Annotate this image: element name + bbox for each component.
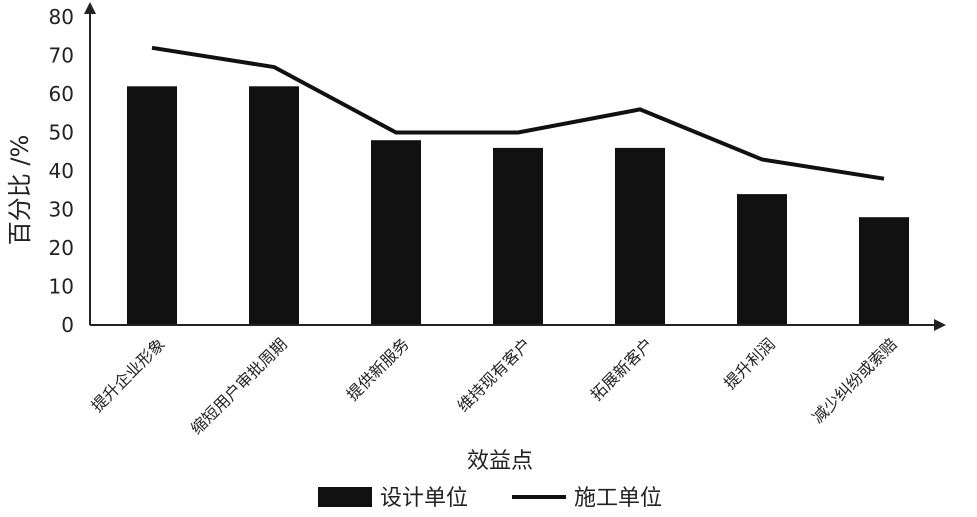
y-tick-label: 0: [61, 313, 74, 337]
bar-4: [615, 147, 665, 325]
y-tick-label: 70: [49, 44, 74, 68]
y-axis-label: 百分比 /%: [6, 135, 34, 246]
y-tick-label: 80: [49, 5, 74, 29]
bar-5: [737, 194, 787, 325]
x-tick-label: 减少纠纷或索赔: [808, 334, 901, 427]
line-path: [151, 45, 885, 181]
x-tick-label: 维持现有客户: [454, 334, 535, 415]
x-tick-label: 提升利润: [720, 334, 779, 393]
bar-1: [249, 86, 299, 325]
x-tick-label: 拓展新客户: [587, 334, 657, 404]
y-tick-label: 50: [49, 121, 74, 145]
bar-3: [493, 147, 543, 325]
legend: 设计单位 施工单位: [318, 486, 662, 511]
legend-label-bar: 设计单位: [380, 486, 468, 511]
y-tick-label: 30: [49, 198, 74, 222]
y-tick-label: 20: [49, 236, 74, 260]
y-tick-labels: 0 10 20 30 40 50 60 70 80: [49, 5, 74, 337]
bar-0: [127, 86, 177, 325]
legend-label-line: 施工单位: [574, 486, 662, 511]
y-axis-arrow: [84, 2, 96, 14]
bars: [127, 86, 909, 325]
bar-6: [859, 217, 909, 325]
x-tick-label: 缩短用户审批周期: [187, 334, 291, 438]
bar-2: [371, 140, 421, 325]
y-tick-label: 10: [49, 275, 74, 299]
x-axis-arrow: [934, 319, 946, 331]
legend-swatch-bar: [318, 487, 372, 507]
x-tick-label: 提升企业形象: [88, 334, 169, 415]
line-series: [151, 45, 885, 181]
x-axis-label: 效益点: [467, 449, 533, 474]
x-tick-labels: 提升企业形象 缩短用户审批周期 提供新服务 维持现有客户 拓展新客户 提升利润 减少纠纷或索…: [88, 334, 901, 438]
axes: [84, 2, 946, 331]
y-tick-label: 40: [49, 159, 74, 183]
y-tick-label: 60: [49, 82, 74, 106]
x-tick-label: 提供新服务: [343, 334, 413, 404]
